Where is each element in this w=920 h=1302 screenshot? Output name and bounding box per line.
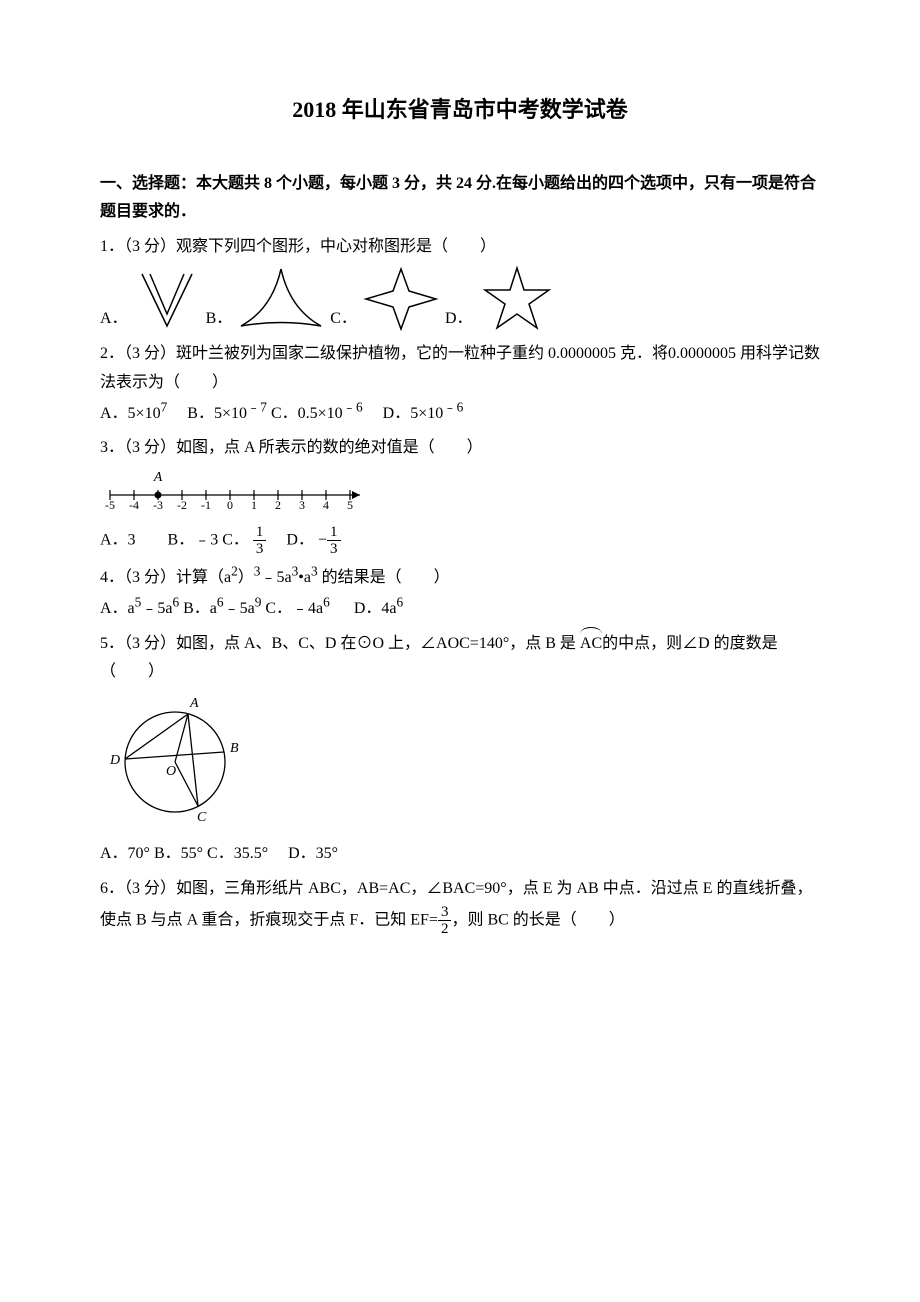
- q4a1: A．a: [100, 600, 135, 617]
- svg-text:O: O: [166, 764, 176, 779]
- q3-opt-d-frac: 13: [327, 524, 341, 558]
- opt-label-b: B．: [206, 310, 233, 327]
- q6-stem-post: ，则 BC 的长是（ ）: [451, 911, 624, 928]
- q1-shape-a: [132, 264, 202, 334]
- svg-text:3: 3: [299, 498, 305, 511]
- q6-frac: 32: [438, 904, 452, 938]
- q4d-s: 6: [396, 594, 403, 609]
- number-line: -5 -4 -3 -2 -1 0 1 2 3 4 5 A: [100, 463, 380, 511]
- q4d1: D．4a: [334, 600, 397, 617]
- question-3: 3．（3 分）如图，点 A 所表示的数的绝对值是（ ）: [100, 434, 820, 463]
- svg-text:2: 2: [275, 498, 281, 511]
- svg-text:5: 5: [347, 498, 353, 511]
- q4b2: ﹣5a: [224, 600, 255, 617]
- q4b1: B．a: [183, 600, 217, 617]
- doc-title: 2018 年山东省青岛市中考数学试卷: [100, 90, 820, 130]
- question-6: 6．（3 分）如图，三角形纸片 ABC，AB=AC，∠BAC=90°，点 E 为…: [100, 875, 820, 938]
- q3-opt-ab: A．3 B．﹣3 C．: [100, 532, 249, 549]
- q2-opt-a-sup: 7: [161, 399, 168, 414]
- opt-label-d: D．: [445, 310, 473, 327]
- svg-text:-4: -4: [129, 498, 139, 511]
- q2-opt-b-sup: ﹣7: [247, 399, 267, 414]
- q2-opt-a-pre: A．5×10: [100, 405, 161, 422]
- svg-text:A: A: [189, 696, 199, 711]
- arc-ac: AC: [580, 630, 602, 659]
- q5-options: A．70° B．55° C．35.5° D．35°: [100, 840, 820, 869]
- svg-text:4: 4: [323, 498, 329, 511]
- svg-text:-1: -1: [201, 498, 211, 511]
- q3-opt-d-neg: −: [318, 532, 327, 549]
- q4a-s2: 6: [172, 594, 179, 609]
- q3-opt-d-pre: D．: [270, 532, 314, 549]
- q4-stem-4: •a: [298, 569, 311, 586]
- q4b-s1: 6: [217, 594, 224, 609]
- svg-text:-2: -2: [177, 498, 187, 511]
- opt-label-c: C．: [330, 310, 357, 327]
- q4-stem-2: ）: [238, 569, 254, 586]
- q4-stem-1: 4．（3 分）计算（a: [100, 569, 231, 586]
- q4-options: A．a5﹣5a6 B．a6﹣5a9 C．﹣4a6 D．4a6: [100, 595, 820, 624]
- question-5: 5．（3 分）如图，点 A、B、C、D 在⊙O 上，∠AOC=140°，点 B …: [100, 630, 820, 688]
- q1-shape-c: [361, 264, 441, 334]
- q4-sup4: 3: [311, 564, 318, 579]
- q2-options: A．5×107 B．5×10﹣7 C．0.5×10﹣6 D．5×10﹣6: [100, 400, 820, 429]
- q2-opt-b-pre: B．5×10: [171, 405, 247, 422]
- svg-text:0: 0: [227, 498, 233, 511]
- question-2: 2．（3 分）斑叶兰被列为国家二级保护植物，它的一粒种子重约 0.0000005…: [100, 340, 820, 398]
- opt-label-a: A．: [100, 310, 128, 327]
- q4c-s: 6: [323, 594, 330, 609]
- circle-diagram: A B C D O: [100, 687, 250, 827]
- svg-text:A: A: [153, 470, 163, 485]
- svg-text:1: 1: [251, 498, 257, 511]
- svg-text:-5: -5: [105, 498, 115, 511]
- q4c1: C．﹣4a: [265, 600, 323, 617]
- q3-opt-c-frac: 13: [253, 524, 267, 558]
- q4-stem-3: ﹣5a: [260, 569, 291, 586]
- q1-shape-b: [236, 264, 326, 334]
- section-1-heading: 一、选择题：本大题共 8 个小题，每小题 3 分，共 24 分.在每小题给出的四…: [100, 170, 820, 228]
- svg-text:B: B: [230, 741, 239, 756]
- q5-stem-pre: 5．（3 分）如图，点 A、B、C、D 在⊙O 上，∠AOC=140°，点 B …: [100, 635, 576, 652]
- question-1: 1．（3 分）观察下列四个图形，中心对称图形是（ ）: [100, 233, 820, 262]
- q2-opt-c-pre: C．0.5×10: [271, 405, 343, 422]
- question-4: 4．（3 分）计算（a2）3﹣5a3•a3 的结果是（ ）: [100, 564, 820, 593]
- q2-opt-d-pre: D．5×10: [367, 405, 444, 422]
- q3-options: A．3 B．﹣3 C． 13 D． −13: [100, 524, 820, 558]
- q5-figure: A B C D O: [100, 687, 820, 838]
- q4-stem-5: 的结果是（ ）: [318, 569, 450, 586]
- q4-sup1: 2: [231, 564, 238, 579]
- q4a2: ﹣5a: [141, 600, 172, 617]
- q1-stem: 1．（3 分）观察下列四个图形，中心对称图形是（ ）: [100, 238, 496, 255]
- q4b-s2: 9: [255, 594, 262, 609]
- svg-text:-3: -3: [153, 498, 163, 511]
- q2-opt-c-sup: ﹣6: [343, 399, 363, 414]
- svg-text:C: C: [197, 810, 207, 825]
- q1-options: A． B． C． D．: [100, 264, 820, 334]
- q2-opt-d-sup: ﹣6: [443, 399, 463, 414]
- q3-figure: -5 -4 -3 -2 -1 0 1 2 3 4 5 A: [100, 463, 820, 522]
- q1-shape-d: [477, 264, 557, 334]
- svg-text:D: D: [109, 753, 120, 768]
